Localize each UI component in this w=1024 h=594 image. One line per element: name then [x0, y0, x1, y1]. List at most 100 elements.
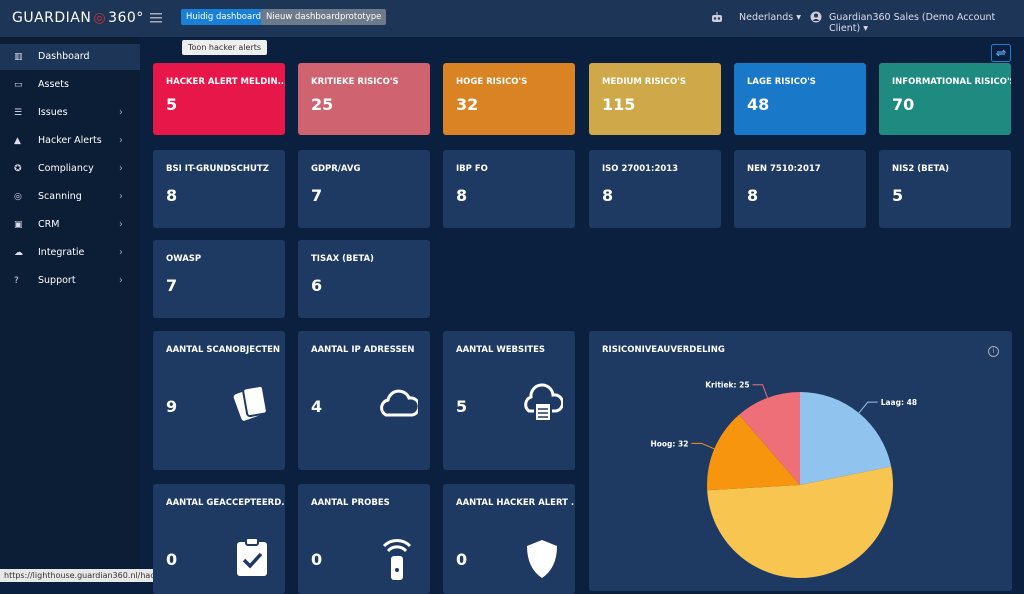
card[interactable]: GDPR/AVG 7 [298, 150, 430, 228]
nav-item[interactable]: ✪ Compliancy › [0, 156, 140, 182]
card-label: AANTAL PROBES [311, 498, 390, 508]
sidebar: ▥ Dashboard ▭ Assets ☰ Issues › ▲ Hacker Alerts ›… [0, 37, 140, 582]
card-icon [237, 537, 267, 576]
nav-item[interactable]: ☁ Integratie › [0, 240, 140, 266]
card[interactable]: AANTAL WEBSITES 5 [443, 331, 575, 470]
card-icon [380, 389, 418, 417]
card[interactable]: AANTAL IP ADRESSEN 4 [298, 331, 430, 470]
nav-icon: ▭ [14, 80, 23, 90]
nav-icon: ▣ [14, 220, 23, 230]
card-value: 4 [311, 397, 323, 416]
nav-label: Compliancy [38, 163, 94, 174]
brand[interactable]: GUARDIAN ◎ 360° [12, 10, 144, 26]
pie-slice [707, 466, 893, 578]
pie-chart: Laag: 48 Hoog: 32 Kritiek: 25 [650, 381, 917, 578]
card[interactable]: HOGE RISICO'S 32 [443, 63, 575, 135]
card-value: 70 [892, 95, 915, 114]
card-label: AANTAL GEACCEPTEERD... [166, 498, 285, 508]
nav-label: Integratie [38, 247, 85, 258]
card[interactable]: OWASP 7 [153, 240, 285, 318]
nav-item[interactable]: ▣ CRM › [0, 212, 140, 238]
card[interactable]: NEN 7510:2017 8 [734, 150, 866, 228]
nav-item[interactable]: ? Support › [0, 268, 140, 294]
card-label: LAGE RISICO'S [747, 77, 816, 87]
nav-label: Support [38, 275, 76, 286]
card-value: 9 [166, 397, 178, 416]
card-value: 25 [311, 95, 334, 114]
pie-slice [739, 392, 800, 485]
card-label: ISO 27001:2013 [602, 164, 679, 174]
nav-item[interactable]: ☰ Issues › [0, 100, 140, 126]
card-value: 5 [456, 397, 468, 416]
card[interactable]: AANTAL GEACCEPTEERD... 0 [153, 484, 285, 594]
info-icon[interactable]: i [988, 346, 999, 357]
nav-icon: ☁ [14, 248, 23, 258]
menu-toggle[interactable] [150, 13, 162, 23]
chevron: › [119, 191, 123, 202]
card[interactable]: AANTAL SCANOBJECTEN 9 [153, 331, 285, 470]
nav-item[interactable]: ▭ Assets [0, 72, 140, 98]
chart-card: RISICONIVEAUVERDELING i Laag: 48 Hoog: 32 Kr… [589, 331, 1012, 591]
tooltip: Toon hacker alerts [182, 40, 268, 55]
card[interactable]: MEDIUM RISICO'S 115 [589, 63, 721, 135]
leader-line [752, 384, 768, 399]
card[interactable]: TISAX (BETA) 6 [298, 240, 430, 318]
data-label: Kritiek: 25 [705, 381, 749, 390]
chevron: › [119, 163, 123, 174]
chevron: › [119, 219, 123, 230]
nav-label: Scanning [38, 191, 82, 202]
language-select[interactable]: Nederlands ▾ [739, 12, 801, 23]
card[interactable]: BSI IT-GRUNDSCHUTZ 8 [153, 150, 285, 228]
nav-label: CRM [38, 219, 60, 230]
card-label: MEDIUM RISICO'S [602, 77, 686, 87]
card[interactable]: IBP FO 8 [443, 150, 575, 228]
nav-icon: ? [14, 276, 19, 286]
card[interactable]: LAGE RISICO'S 48 [734, 63, 866, 135]
card-value: 8 [747, 186, 759, 205]
card[interactable]: AANTAL PROBES 0 [298, 484, 430, 594]
card-icon [524, 383, 563, 422]
card-label: AANTAL IP ADRESSEN [311, 345, 415, 355]
pie-slice [800, 392, 892, 485]
nav-icon: ▥ [14, 52, 23, 62]
nav-label: Dashboard [38, 51, 90, 62]
card-icon [382, 539, 412, 580]
card-label: AANTAL WEBSITES [456, 345, 546, 355]
bot-icon[interactable] [711, 12, 723, 23]
chevron: › [119, 275, 123, 286]
card[interactable]: ISO 27001:2013 8 [589, 150, 721, 228]
card-value: 115 [602, 95, 636, 114]
tab[interactable]: Nieuw dashboardprototype [261, 9, 387, 25]
nav-item[interactable]: ◎ Scanning › [0, 184, 140, 210]
card-value: 6 [311, 276, 323, 295]
nav-icon: ☰ [14, 108, 23, 118]
brand-name: GUARDIAN [12, 10, 92, 26]
language: Nederlands [739, 12, 794, 23]
nav-icon: ◎ [14, 192, 22, 202]
card[interactable]: KRITIEKE RISICO'S 25 [298, 63, 430, 135]
account-select[interactable]: Guardian360 Sales (Demo Account Client) … [829, 12, 996, 34]
card-value: 8 [602, 186, 614, 205]
refresh-button[interactable] [991, 44, 1011, 62]
card-value: 8 [166, 186, 178, 205]
card-label: OWASP [166, 254, 202, 264]
tab[interactable]: Huidig dashboard [181, 9, 266, 25]
card-value: 7 [311, 186, 323, 205]
card-label: INFORMATIONAL RISICO'S [892, 77, 1011, 87]
data-label: Laag: 48 [881, 398, 917, 407]
card[interactable]: HACKER ALERT MELDIN... 5 [153, 63, 285, 135]
card-value: 0 [311, 550, 323, 569]
card-value: 32 [456, 95, 479, 114]
nav-item[interactable]: ▥ Dashboard [0, 44, 140, 70]
data-label: Hoog: 32 [650, 439, 688, 448]
nav-icon: ▲ [14, 136, 21, 146]
nav-item[interactable]: ▲ Hacker Alerts › [0, 128, 140, 154]
card-label: AANTAL SCANOBJECTEN [166, 345, 281, 355]
card-value: 8 [456, 186, 468, 205]
card[interactable]: AANTAL HACKER ALERT ... 0 [443, 484, 575, 594]
card-label: TISAX (BETA) [311, 254, 374, 264]
card[interactable]: INFORMATIONAL RISICO'S 70 [879, 63, 1011, 135]
card[interactable]: NIS2 (BETA) 5 [879, 150, 1011, 228]
leader-line [691, 442, 715, 450]
